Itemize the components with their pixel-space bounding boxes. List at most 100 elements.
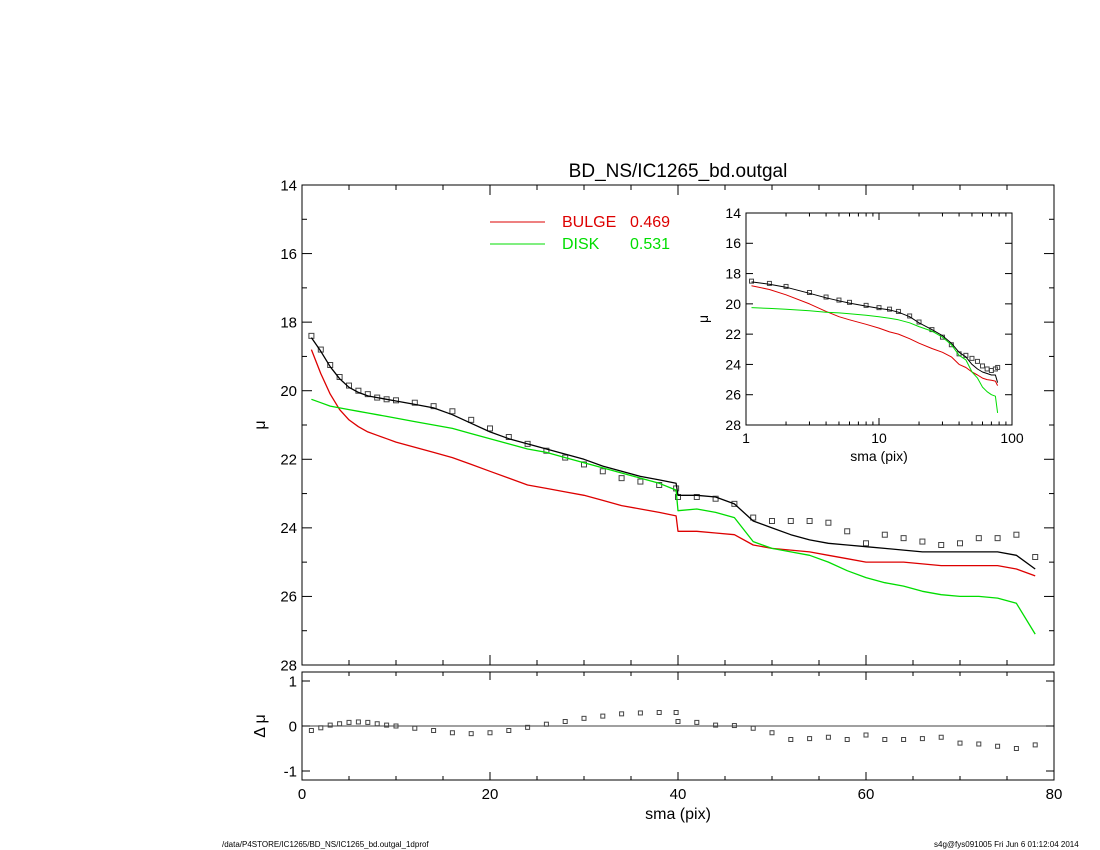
inset-y-axis-label: μ [695, 315, 711, 323]
residual-data-point [355, 719, 361, 725]
residual-data-point [506, 728, 512, 733]
footer-file-path: /data/P4STORE/IC1265/BD_NS/IC1265_bd.out… [222, 840, 429, 849]
main-data-point [637, 478, 644, 485]
residual-data-point [543, 721, 549, 727]
residual-data-point [337, 721, 343, 727]
residual-data-point [976, 741, 982, 747]
residual-data-point [938, 734, 944, 740]
residual-data-point [673, 710, 679, 715]
residual-data-point [995, 743, 1001, 749]
residual-data-point [308, 728, 314, 733]
inset-x-tick-label: 100 [1000, 430, 1024, 446]
main-data-point [750, 514, 757, 521]
residual-data-point [713, 722, 719, 728]
inset-disk-line [751, 307, 999, 413]
inset-x-tick-label: 10 [871, 430, 887, 446]
residual-data-point [1013, 746, 1019, 751]
main-data-point [712, 495, 719, 502]
main-data-point [1032, 554, 1039, 560]
inset-y-tick-label: 24 [725, 356, 741, 372]
main-y-tick-label: 24 [280, 520, 297, 537]
main-y-tick-label: 14 [280, 177, 297, 194]
residual-data-point [788, 737, 794, 742]
main-data-point [468, 416, 475, 423]
residual-data-point [365, 719, 371, 725]
main-data-point [581, 461, 587, 468]
main-data-point [825, 519, 832, 526]
inset-y-tick-label: 28 [725, 417, 741, 433]
residual-y-tick-label: -1 [284, 763, 297, 780]
main-data-point [900, 535, 907, 542]
main-data-point [430, 403, 437, 410]
main-data-point [863, 540, 869, 547]
inset-data-point [995, 364, 1001, 370]
main-data-point [769, 518, 775, 524]
residual-data-point [346, 719, 352, 725]
residual-data-point [694, 719, 700, 725]
residual-x-axis-label: sma (pix) [645, 806, 711, 823]
residual-data-point [656, 710, 662, 715]
residual-data-point [807, 736, 813, 742]
inset-y-tick-label: 26 [725, 387, 741, 403]
inset-y-tick-label: 18 [725, 265, 741, 281]
main-data-point [599, 468, 606, 475]
main-disk-line [311, 398, 1036, 635]
inset-y-tick-label: 14 [725, 205, 741, 221]
main-title: BD_NS/IC1265_bd.outgal [569, 161, 788, 182]
residual-data-point [844, 737, 850, 742]
main-model-line [310, 337, 1036, 570]
residual-x-tick-label: 20 [482, 786, 499, 803]
residual-data-point [1032, 742, 1038, 748]
main-y-tick-label: 26 [280, 589, 297, 606]
main-data-point [806, 518, 813, 524]
main-data-point [994, 535, 1001, 542]
residual-data-point [384, 722, 390, 728]
residual-data-point [637, 710, 643, 716]
main-data-point [618, 475, 625, 482]
main-data-point [975, 535, 982, 542]
main-data-point [731, 500, 738, 507]
residual-data-point [882, 737, 888, 742]
main-y-tick-label: 20 [280, 383, 297, 400]
main-y-tick-label: 18 [280, 314, 297, 331]
main-y-tick-label: 16 [280, 246, 297, 263]
residual-x-tick-label: 40 [670, 786, 687, 803]
main-data-point [938, 542, 945, 548]
inset-y-tick-label: 20 [725, 296, 741, 312]
residual-data-point [619, 711, 625, 717]
main-data-point [1013, 531, 1020, 538]
residual-data-point [769, 730, 775, 736]
residual-residual-markers [308, 710, 1038, 751]
residual-data-point [901, 737, 907, 742]
residual-data-point [750, 725, 756, 731]
inset-data-point [984, 366, 990, 372]
inset-data-point [766, 280, 772, 286]
residual-data-point [600, 713, 606, 719]
main-data-point [693, 494, 700, 500]
residual-y-axis-label: Δ μ [252, 714, 269, 737]
main-y-tick-label: 28 [280, 657, 297, 674]
inset-data-point [974, 358, 980, 364]
residual-data-point [919, 736, 925, 742]
residual-data-point [449, 730, 455, 736]
residual-data-point [393, 723, 399, 729]
main-data-point [505, 434, 512, 440]
main-data-point [881, 531, 888, 538]
main-data-point [919, 538, 926, 545]
legend-bulge-label: BULGE [562, 214, 616, 231]
residual-x-tick-label: 80 [1046, 786, 1063, 803]
residual-data-point [374, 721, 380, 727]
legend-bulge-value: 0.469 [630, 214, 670, 231]
residual-y-tick-label: 1 [289, 673, 297, 690]
residual-data-point [412, 725, 418, 731]
inset-y-tick-label: 22 [725, 326, 741, 342]
inset-data-point [979, 363, 985, 369]
residual-data-point [487, 730, 493, 736]
residual-data-point [957, 740, 963, 746]
residual-data-point [731, 723, 737, 729]
residual-data-point [318, 725, 324, 731]
residual-data-point [562, 719, 568, 724]
main-data-markers [308, 332, 1039, 560]
main-data-point [364, 391, 371, 398]
